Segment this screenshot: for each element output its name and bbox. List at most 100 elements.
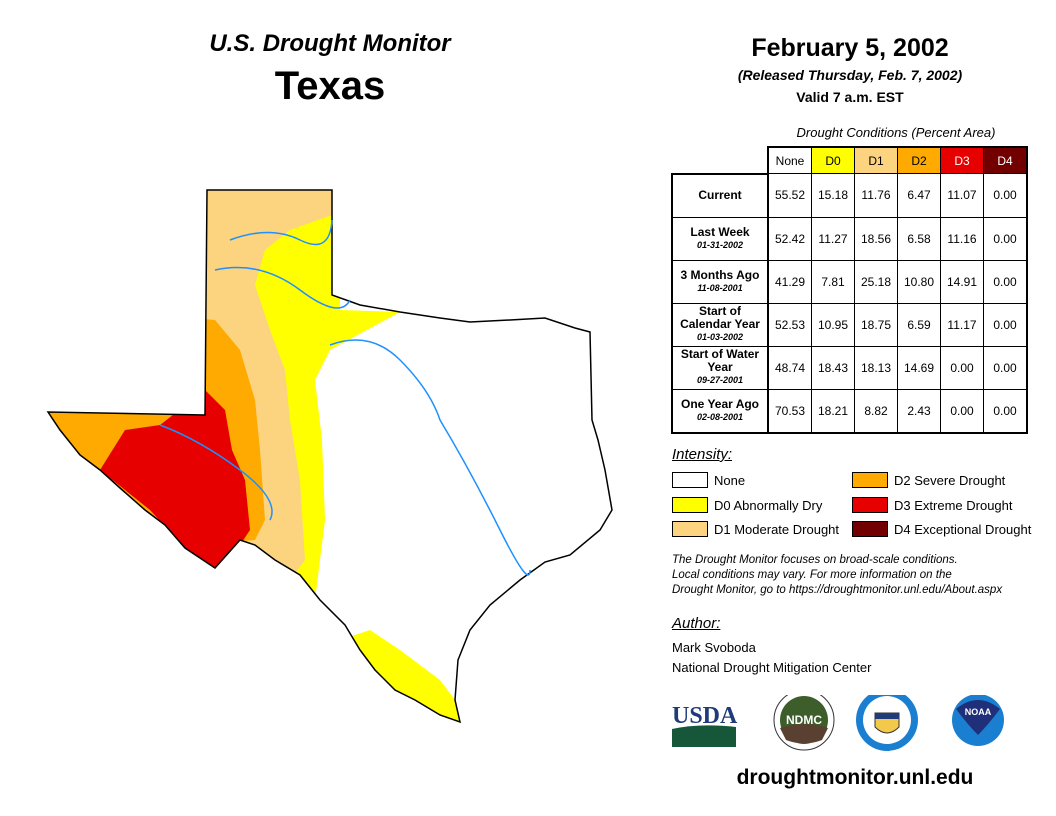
svg-text:NOAA: NOAA — [965, 707, 992, 717]
table-cell: 0.00 — [983, 259, 1028, 304]
table-cell: 0.00 — [983, 345, 1028, 390]
row-date: 01-03-2002 — [696, 332, 744, 342]
table-cell: 11.17 — [940, 302, 984, 347]
commerce-seal-logo — [856, 695, 918, 751]
table-cell: 10.95 — [811, 302, 855, 347]
release-date: (Released Thursday, Feb. 7, 2002) — [737, 67, 963, 83]
row-label-text: Current — [698, 188, 742, 202]
legend-swatch — [672, 521, 708, 537]
table-cell: 0.00 — [940, 388, 984, 434]
col-d4: D4 — [983, 146, 1028, 174]
table-row: Last Week 01-31-2002 52.42 11.27 18.56 6.58 11… — [671, 216, 1028, 261]
row-label-text: Start of Water Year — [680, 347, 760, 374]
author-info: Mark Svoboda National Drought Mitigation… — [672, 638, 871, 678]
map-date: February 5, 2002 — [751, 34, 949, 62]
row-label-text: One Year Ago — [680, 396, 760, 411]
legend-swatch — [852, 472, 888, 488]
table-cell: 6.58 — [897, 216, 941, 261]
valid-time: Valid 7 a.m. EST — [796, 89, 904, 105]
table-cell: 18.13 — [854, 345, 898, 390]
table-cell: 0.00 — [940, 345, 984, 390]
table-cell: 52.53 — [767, 302, 812, 347]
svg-text:USDA: USDA — [672, 703, 738, 729]
table-cell: 41.29 — [767, 259, 812, 304]
note-line: Local conditions may vary. For more info… — [672, 569, 952, 581]
author-heading: Author: — [672, 615, 721, 632]
table-cell: 11.76 — [854, 173, 898, 218]
table-cell: 18.21 — [811, 388, 855, 434]
row-label: Start of Calendar Year 01-03-2002 — [671, 302, 769, 347]
noaa-logo: NOAA — [948, 695, 1008, 750]
table-row: One Year Ago 02-08-2001 70.53 18.21 8.82 2.43… — [671, 388, 1028, 434]
table-cell: 6.47 — [897, 173, 941, 218]
row-label-text: Last Week — [690, 224, 750, 239]
table-cell: 0.00 — [983, 216, 1028, 261]
col-d2: D2 — [897, 146, 941, 174]
table-row: Start of Calendar Year 01-03-2002 52.53 10.… — [671, 302, 1028, 347]
table-cell: 7.81 — [811, 259, 855, 304]
table-cell: 10.80 — [897, 259, 941, 304]
table-cell: 18.75 — [854, 302, 898, 347]
table-cell: 6.59 — [897, 302, 941, 347]
legend-swatch — [672, 497, 708, 513]
table-row: 3 Months Ago 11-08-2001 41.29 7.81 25.18 10.8… — [671, 259, 1028, 304]
table-header-row: None D0 D1 D2 D3 D4 — [672, 146, 1028, 175]
website-url[interactable]: droughtmonitor.unl.edu — [736, 766, 974, 789]
usda-logo: USDA — [672, 703, 738, 747]
legend-label: D3 Extreme Drought — [894, 497, 1013, 513]
map-title: U.S. Drought Monitor — [209, 30, 451, 57]
legend-label: D1 Moderate Drought — [714, 521, 840, 537]
table-cell: 8.82 — [854, 388, 898, 434]
note-line: Drought Monitor, go to https://droughtmo… — [672, 584, 1003, 596]
table-corner — [672, 147, 769, 175]
legend-item-d3: D3 Extreme Drought — [852, 497, 1013, 513]
table-cell: 11.07 — [940, 173, 984, 218]
legend-label: D0 Abnormally Dry — [714, 497, 823, 513]
table-cell: 14.69 — [897, 345, 941, 390]
legend-item-d0: D0 Abnormally Dry — [672, 497, 822, 513]
row-label: 3 Months Ago 11-08-2001 — [671, 259, 769, 304]
disclaimer-note: The Drought Monitor focuses on broad-sca… — [672, 553, 1002, 598]
legend-title: Intensity: — [672, 446, 733, 463]
table-cell: 14.91 — [940, 259, 984, 304]
table-cell: 52.42 — [767, 216, 812, 261]
row-date: 09-27-2001 — [696, 375, 744, 385]
legend-label: D4 Exceptional Drought — [894, 521, 1032, 537]
drought-conditions-table: None D0 D1 D2 D3 D4 Current 55.52 15.18 11.… — [671, 146, 1028, 434]
legend-item-d2: D2 Severe Drought — [852, 472, 1005, 488]
d3-region — [100, 390, 250, 568]
row-label: Start of Water Year 09-27-2001 — [671, 345, 769, 390]
table-cell: 48.74 — [767, 345, 812, 390]
ndmc-logo: NDMC — [773, 695, 835, 751]
legend-label: D2 Severe Drought — [894, 472, 1006, 488]
note-line: The Drought Monitor focuses on broad-sca… — [672, 554, 958, 566]
table-row: Start of Water Year 09-27-2001 48.74 18.43 1… — [671, 345, 1028, 390]
row-date: 02-08-2001 — [696, 411, 744, 422]
table-cell: 0.00 — [983, 302, 1028, 347]
table-cell: 11.16 — [940, 216, 984, 261]
row-label: Last Week 01-31-2002 — [671, 216, 769, 261]
legend-swatch — [852, 497, 888, 513]
legend-swatch — [672, 472, 708, 488]
table-cell: 11.27 — [811, 216, 855, 261]
table-cell: 25.18 — [854, 259, 898, 304]
row-label: Current — [671, 173, 769, 218]
table-cell: 0.00 — [983, 173, 1028, 218]
table-row: Current 55.52 15.18 11.76 6.47 11.07 0.00 — [671, 173, 1028, 218]
partner-logos: USDA NDMC NOAA — [672, 695, 1008, 751]
state-name: Texas — [274, 64, 386, 108]
table-cell: 15.18 — [811, 173, 855, 218]
row-label: One Year Ago 02-08-2001 — [671, 388, 769, 434]
col-d1: D1 — [854, 146, 898, 174]
texas-drought-map — [47, 189, 613, 723]
col-d3: D3 — [940, 146, 984, 174]
col-none: None — [767, 146, 812, 174]
table-cell: 0.00 — [983, 388, 1028, 434]
rivers — [159, 219, 531, 576]
legend-label: None — [714, 472, 746, 488]
legend-swatch — [852, 521, 888, 537]
table-caption: Drought Conditions (Percent Area) — [796, 125, 996, 140]
table-cell: 70.53 — [767, 388, 812, 434]
table-cell: 55.52 — [767, 173, 812, 218]
